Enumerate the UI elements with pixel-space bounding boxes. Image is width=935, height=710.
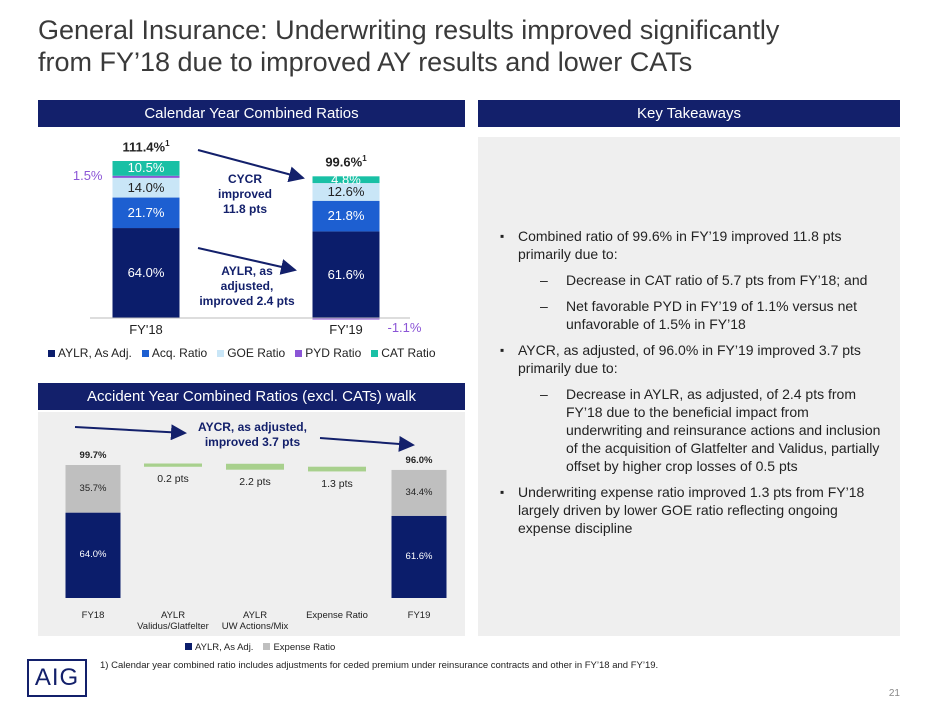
x-tick-label: AYLR UW Actions/Mix bbox=[221, 610, 289, 632]
bar-segment bbox=[312, 231, 380, 318]
slide-title: General Insurance: Underwriting results … bbox=[38, 15, 780, 77]
bullet: AYCR, as adjusted, of 96.0% in FY’19 imp… bbox=[478, 341, 888, 377]
legend-swatch bbox=[185, 643, 192, 650]
legend-label: Expense Ratio bbox=[273, 642, 336, 653]
sub-bullet: Decrease in AYLR, as adjusted, of 2.4 pt… bbox=[478, 385, 888, 475]
legend-item: GOE Ratio bbox=[217, 346, 285, 360]
step-label: 0.2 pts bbox=[157, 473, 189, 486]
step-bar bbox=[308, 466, 366, 472]
bar-segment bbox=[65, 465, 121, 513]
x-tick-label: Expense Ratio bbox=[306, 610, 368, 621]
value-label: 34.4% bbox=[405, 486, 433, 498]
value-label: 21.8% bbox=[327, 208, 365, 224]
value-label: 21.7% bbox=[127, 204, 165, 220]
legend-item: Acq. Ratio bbox=[141, 346, 208, 360]
total-label: 99.6%1 bbox=[296, 154, 396, 169]
takeaways: Combined ratio of 99.6% in FY’19 improve… bbox=[478, 219, 888, 537]
x-tick-label: FY18 bbox=[81, 610, 105, 621]
total-label: 96.0% bbox=[405, 454, 433, 466]
value-label: 61.6% bbox=[327, 266, 365, 282]
legend-item: PYD Ratio bbox=[295, 346, 361, 360]
legend-item: AYLR, As Adj. bbox=[48, 346, 132, 360]
bar-segment bbox=[312, 318, 380, 320]
panel-header: Key Takeaways bbox=[478, 100, 900, 127]
legend-swatch bbox=[371, 350, 379, 357]
value-label: 61.6% bbox=[405, 550, 433, 562]
bar-segment bbox=[112, 197, 180, 229]
bar-segment bbox=[112, 228, 180, 318]
footnote-marker: 1 bbox=[165, 139, 170, 148]
value-label: 64.0% bbox=[79, 549, 107, 561]
bar-segment bbox=[112, 175, 180, 178]
sub-bullet: Net favorable PYD in FY’19 of 1.1% versu… bbox=[478, 297, 888, 333]
annotation: AYLR, as adjusted, improved 2.4 pts bbox=[199, 264, 295, 308]
legend-label: AYLR, As Adj. bbox=[195, 642, 254, 653]
arrow bbox=[74, 424, 187, 441]
total-value: 99.6% bbox=[325, 154, 363, 170]
bar-segment bbox=[112, 177, 180, 198]
legend: AYLR, As Adj. Expense Ratio bbox=[185, 642, 335, 653]
logo: AIG bbox=[34, 664, 80, 691]
x-tick-label: FY'18 bbox=[129, 322, 163, 337]
arrow bbox=[319, 435, 415, 452]
bullet: Combined ratio of 99.6% in FY’19 improve… bbox=[478, 227, 888, 263]
bar-segment bbox=[112, 161, 180, 176]
page-number: 21 bbox=[888, 688, 900, 699]
legend-label: CAT Ratio bbox=[381, 346, 436, 360]
legend-label: PYD Ratio bbox=[305, 346, 362, 360]
step-label: 2.2 pts bbox=[239, 476, 271, 489]
footnote: 1) Calendar year combined ratio includes… bbox=[100, 660, 659, 671]
bar-segment bbox=[312, 183, 380, 201]
value-label: 10.5% bbox=[127, 160, 165, 176]
value-label: -1.1% bbox=[387, 319, 422, 335]
total-label: 111.4%1 bbox=[96, 139, 196, 154]
bar-segment bbox=[391, 469, 447, 516]
total-value: 111.4% bbox=[122, 139, 166, 155]
bar-segment bbox=[391, 515, 447, 598]
bullet: Underwriting expense ratio improved 1.3 … bbox=[478, 483, 888, 537]
value-label: 35.7% bbox=[79, 482, 107, 494]
legend-label: Acq. Ratio bbox=[151, 346, 208, 360]
bar-segment bbox=[312, 200, 380, 232]
legend: AYLR, As Adj. Acq. Ratio GOE Ratio PYD Rati… bbox=[48, 346, 436, 360]
legend-swatch bbox=[263, 643, 271, 650]
legend-item: CAT Ratio bbox=[371, 346, 436, 360]
legend-item: AYLR, As Adj. bbox=[185, 642, 253, 653]
legend-label: GOE Ratio bbox=[227, 346, 286, 360]
value-label: 4.8% bbox=[331, 171, 361, 187]
value-label: 12.6% bbox=[327, 183, 365, 199]
bar-segment bbox=[312, 176, 380, 184]
footnote-marker: 1 bbox=[362, 154, 367, 164]
legend-item: Expense Ratio bbox=[263, 642, 335, 653]
arrow bbox=[197, 247, 297, 275]
annotation: AYCR, as adjusted, improved 3.7 pts bbox=[198, 420, 307, 449]
total-label: 99.7% bbox=[79, 450, 107, 461]
panel-header: Calendar Year Combined Ratios bbox=[38, 100, 465, 127]
annotation: CYCR improved 11.8 pts bbox=[217, 172, 272, 216]
logo-frame bbox=[27, 659, 87, 697]
x-tick-label: FY19 bbox=[407, 610, 431, 621]
legend-label: AYLR, As Adj. bbox=[58, 346, 132, 360]
legend-swatch bbox=[295, 350, 303, 357]
step-bar bbox=[226, 463, 284, 470]
legend-swatch bbox=[217, 350, 225, 357]
legend-swatch bbox=[48, 350, 55, 357]
value-label: 64.0% bbox=[127, 265, 165, 281]
value-label: 14.0% bbox=[127, 179, 165, 195]
sub-bullet: Decrease in CAT ratio of 5.7 pts from FY… bbox=[478, 271, 888, 289]
value-label: 1.5% bbox=[72, 167, 103, 183]
x-tick-label: FY'19 bbox=[329, 322, 363, 337]
bar-segment bbox=[65, 512, 121, 598]
arrow bbox=[197, 149, 305, 183]
panel-header: Accident Year Combined Ratios (excl. CAT… bbox=[38, 383, 465, 410]
step-label: 1.3 pts bbox=[321, 477, 353, 490]
x-tick-label: AYLR Validus/Glatfelter bbox=[137, 610, 209, 632]
legend-swatch bbox=[141, 350, 149, 357]
